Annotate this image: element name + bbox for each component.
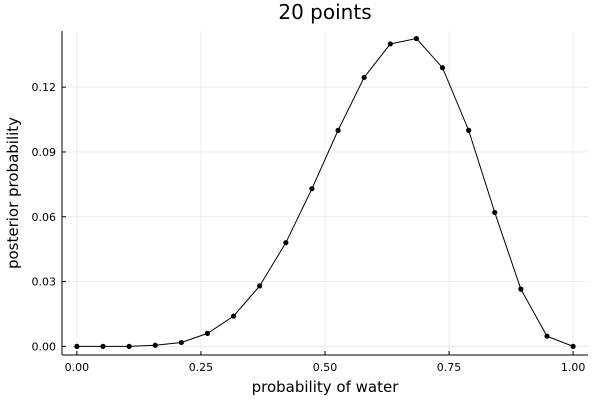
- y-axis-label: posterior probability: [4, 117, 22, 269]
- y-tick-label-1: 0.03: [32, 276, 57, 289]
- data-point-4: [178, 339, 184, 346]
- data-point-18: [544, 333, 550, 339]
- data-point-14: [439, 65, 446, 71]
- series: [74, 35, 576, 349]
- y-tick-label-2: 0.06: [32, 211, 57, 224]
- chart-title: 20 points: [278, 0, 371, 24]
- data-point-12: [387, 41, 393, 47]
- data-point-10: [335, 127, 341, 133]
- data-point-0: [74, 343, 80, 349]
- x-tick-label-0: 0.00: [65, 361, 90, 374]
- data-point-9: [309, 186, 315, 192]
- data-point-3: [152, 342, 158, 348]
- data-point-7: [257, 283, 263, 289]
- x-axis-label: probability of water: [252, 378, 400, 396]
- grid: [62, 31, 588, 355]
- x-tick-label-1: 0.25: [189, 361, 214, 374]
- x-tick-label-3: 0.75: [437, 361, 462, 374]
- data-point-5: [204, 330, 211, 336]
- data-point-1: [100, 343, 106, 349]
- y-tick-label-0: 0.00: [32, 340, 57, 353]
- data-point-2: [126, 343, 132, 349]
- data-point-16: [492, 209, 498, 216]
- x-tick-label-2: 0.50: [313, 361, 338, 374]
- data-point-19: [570, 343, 576, 349]
- data-point-13: [413, 35, 420, 42]
- data-point-6: [230, 313, 237, 319]
- data-point-15: [466, 127, 472, 133]
- y-tick-label-4: 0.12: [32, 81, 57, 94]
- data-point-8: [283, 240, 289, 246]
- ticks: 0.00 0.25 0.50 0.75 1.00 0.00 0.03 0.06 0.09 0.12: [32, 81, 586, 374]
- data-point-11: [361, 74, 367, 81]
- x-tick-label-4: 1.00: [561, 361, 586, 374]
- series-line: [76, 38, 574, 347]
- data-point-17: [518, 286, 524, 292]
- y-tick-label-3: 0.09: [32, 146, 57, 159]
